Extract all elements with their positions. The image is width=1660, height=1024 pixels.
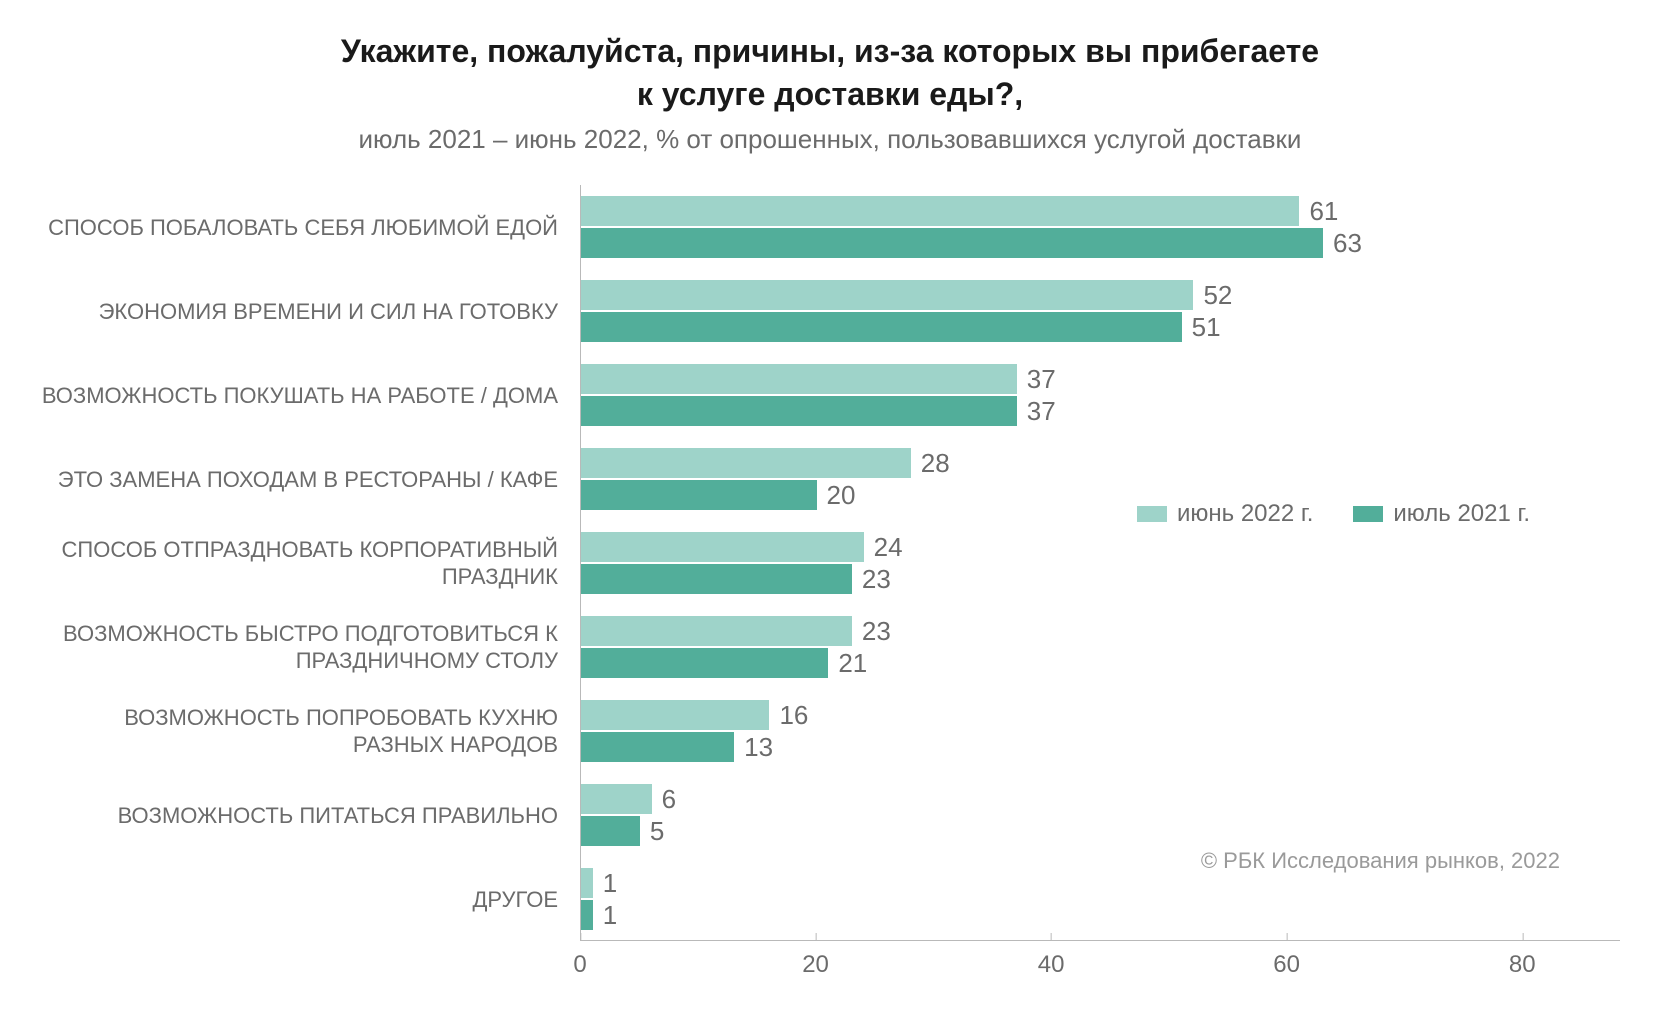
bars-area: 61635251373728202423232116136511	[580, 185, 1620, 941]
bar-fill	[581, 648, 828, 678]
x-axis: 020406080	[580, 941, 1640, 981]
x-axis-tick: 40	[1038, 941, 1065, 979]
bar-fill	[581, 312, 1182, 342]
bar-value: 16	[779, 700, 808, 731]
bar-fill	[581, 868, 593, 898]
bar-value: 61	[1309, 196, 1338, 227]
legend-label: июль 2021 г.	[1393, 500, 1530, 528]
bar-value: 1	[603, 900, 617, 931]
bar-fill	[581, 196, 1299, 226]
bar-fill	[581, 364, 1017, 394]
bar: 5	[581, 816, 1620, 846]
category-label: ВОЗМОЖНОСТЬ ПОКУШАТЬ НА РАБОТЕ / ДОМА	[40, 353, 566, 437]
bar: 52	[581, 280, 1620, 310]
bar-group: 5251	[581, 269, 1620, 353]
bar-value: 51	[1192, 312, 1221, 343]
bar: 61	[581, 196, 1620, 226]
bar-group: 3737	[581, 353, 1620, 437]
y-axis-labels: СПОСОБ ПОБАЛОВАТЬ СЕБЯ ЛЮБИМОЙ ЕДОЙЭКОНО…	[40, 185, 580, 941]
chart-title: Укажите, пожалуйста, причины, из-за кото…	[40, 30, 1620, 116]
bar-value: 23	[862, 564, 891, 595]
x-axis-tick: 80	[1509, 941, 1536, 979]
title-line-2: к услуге доставки еды?,	[637, 76, 1023, 112]
bar-group: 2321	[581, 605, 1620, 689]
bar-group: 2423	[581, 521, 1620, 605]
legend: июнь 2022 г. июль 2021 г.	[1137, 500, 1530, 528]
bar: 1	[581, 900, 1620, 930]
legend-item: июль 2021 г.	[1353, 500, 1530, 528]
bar: 23	[581, 616, 1620, 646]
bar-fill	[581, 480, 817, 510]
category-label: ЭКОНОМИЯ ВРЕМЕНИ И СИЛ НА ГОТОВКУ	[40, 269, 566, 353]
bar-fill	[581, 532, 864, 562]
bar-group: 65	[581, 773, 1620, 857]
category-label: СПОСОБ ОТПРАЗДНОВАТЬ КОРПОРАТИВНЫЙ ПРАЗД…	[40, 521, 566, 605]
bar-fill	[581, 700, 769, 730]
bar-group: 6163	[581, 185, 1620, 269]
bar-fill	[581, 564, 852, 594]
category-label: ВОЗМОЖНОСТЬ ПОПРОБОВАТЬ КУХНЮ РАЗНЫХ НАР…	[40, 689, 566, 773]
category-label: ЭТО ЗАМЕНА ПОХОДАМ В РЕСТОРАНЫ / КАФЕ	[40, 437, 566, 521]
bar-value: 1	[603, 868, 617, 899]
x-axis-tick: 20	[802, 941, 829, 979]
bar-value: 24	[874, 532, 903, 563]
bar-group: 1613	[581, 689, 1620, 773]
bar: 6	[581, 784, 1620, 814]
bar: 23	[581, 564, 1620, 594]
bar-value: 52	[1203, 280, 1232, 311]
bar: 63	[581, 228, 1620, 258]
bar-value: 28	[921, 448, 950, 479]
bar-value: 13	[744, 732, 773, 763]
plot-area: СПОСОБ ПОБАЛОВАТЬ СЕБЯ ЛЮБИМОЙ ЕДОЙЭКОНО…	[40, 185, 1620, 941]
bar-value: 6	[662, 784, 676, 815]
legend-label: июнь 2022 г.	[1177, 500, 1313, 528]
category-label: ВОЗМОЖНОСТЬ ПИТАТЬСЯ ПРАВИЛЬНО	[40, 773, 566, 857]
chart-container: Укажите, пожалуйста, причины, из-за кото…	[40, 30, 1620, 994]
attribution: © РБК Исследования рынков, 2022	[1201, 848, 1560, 874]
bar-value: 63	[1333, 228, 1362, 259]
bar-value: 20	[827, 480, 856, 511]
bar-fill	[581, 280, 1193, 310]
bar: 13	[581, 732, 1620, 762]
category-label: СПОСОБ ПОБАЛОВАТЬ СЕБЯ ЛЮБИМОЙ ЕДОЙ	[40, 185, 566, 269]
bar-value: 5	[650, 816, 664, 847]
bar-fill	[581, 816, 640, 846]
bar-fill	[581, 900, 593, 930]
bar: 28	[581, 448, 1620, 478]
bar-fill	[581, 228, 1323, 258]
bar-value: 23	[862, 616, 891, 647]
legend-swatch	[1353, 506, 1383, 522]
x-axis-tick: 60	[1273, 941, 1300, 979]
title-line-1: Укажите, пожалуйста, причины, из-за кото…	[341, 33, 1319, 69]
bar: 24	[581, 532, 1620, 562]
bar-fill	[581, 448, 911, 478]
legend-item: июнь 2022 г.	[1137, 500, 1313, 528]
bar-value: 21	[838, 648, 867, 679]
bar-fill	[581, 784, 652, 814]
bar: 37	[581, 396, 1620, 426]
legend-swatch	[1137, 506, 1167, 522]
bar: 37	[581, 364, 1620, 394]
x-axis-tick: 0	[573, 941, 586, 979]
category-label: ВОЗМОЖНОСТЬ БЫСТРО ПОДГОТОВИТЬСЯ К ПРАЗД…	[40, 605, 566, 689]
bar: 51	[581, 312, 1620, 342]
bar-fill	[581, 396, 1017, 426]
chart-subtitle: июль 2021 – июнь 2022, % от опрошенных, …	[40, 124, 1620, 155]
bar: 16	[581, 700, 1620, 730]
category-label: ДРУГОЕ	[40, 857, 566, 941]
bar-value: 37	[1027, 396, 1056, 427]
bar-fill	[581, 616, 852, 646]
bar-fill	[581, 732, 734, 762]
bar: 21	[581, 648, 1620, 678]
bar-value: 37	[1027, 364, 1056, 395]
